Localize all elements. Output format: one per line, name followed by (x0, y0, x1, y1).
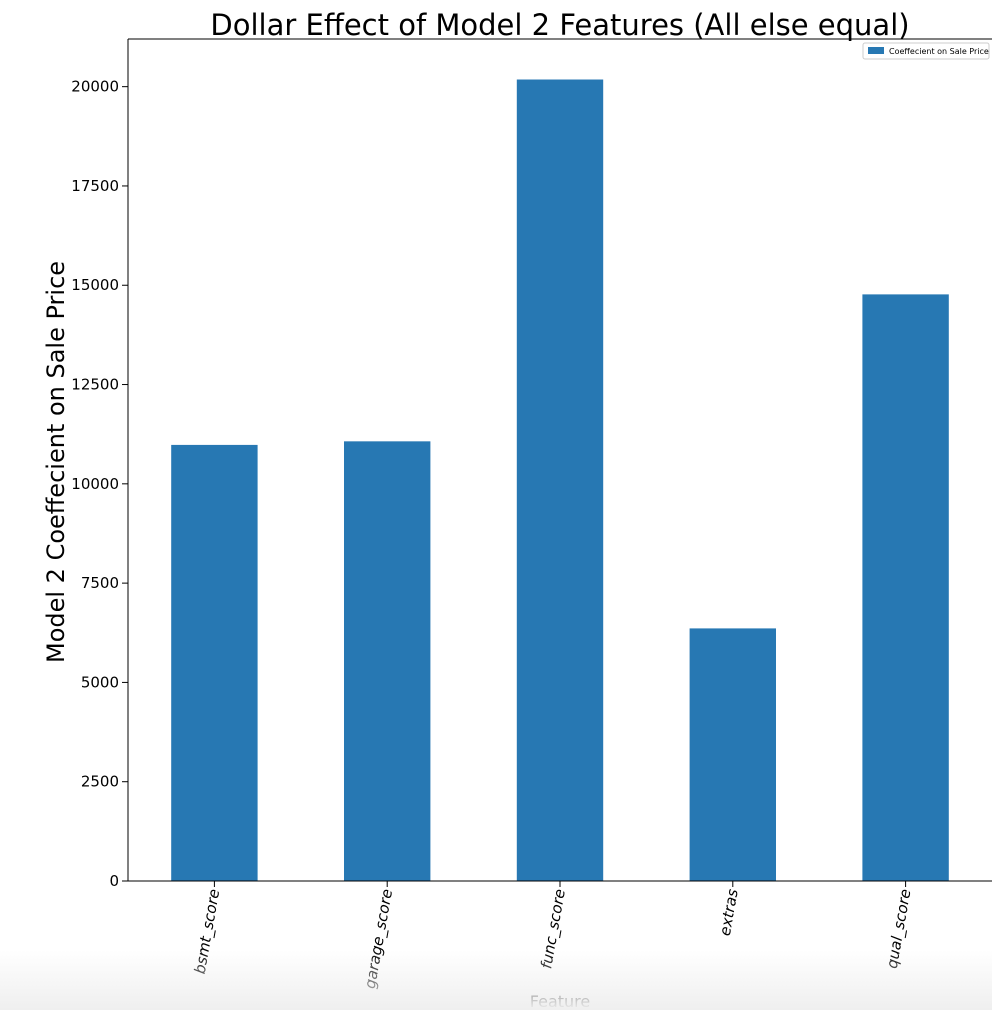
bar-garage-score (344, 441, 431, 881)
y-tick-label: 20000 (71, 78, 119, 96)
chart-title: Dollar Effect of Model 2 Features (All e… (210, 8, 909, 42)
y-tick-label: 0 (109, 872, 119, 890)
x-tick-label: qual_score (883, 888, 916, 971)
x-tick-label: func_score (537, 888, 570, 971)
x-axis-label: Feature (530, 992, 590, 1010)
y-tick-label: 10000 (71, 475, 119, 493)
x-tick-label: garage_score (361, 888, 397, 991)
bar-func-score (516, 79, 604, 881)
bars-layer (171, 79, 949, 881)
y-tick-label: 2500 (81, 773, 119, 791)
legend-swatch (868, 47, 884, 54)
y-tick-label: 15000 (71, 276, 119, 294)
legend: Coeffecient on Sale Price (862, 42, 990, 60)
y-tick-label: 17500 (71, 177, 119, 195)
bar-qual-score (862, 294, 949, 881)
x-tick-label: extras (716, 887, 742, 937)
legend-frame (862, 42, 990, 60)
y-axis-label: Model 2 Coeffecient on Sale Price (42, 261, 70, 663)
legend-label: Coeffecient on Sale Price (889, 47, 989, 56)
bar-extras (689, 628, 776, 881)
y-tick-label: 12500 (71, 376, 119, 394)
x-tick-label: bsmt_score (191, 888, 225, 976)
y-tick-label: 5000 (81, 673, 119, 691)
y-tick-label: 7500 (81, 574, 119, 592)
bar-bsmt-score (171, 444, 258, 881)
